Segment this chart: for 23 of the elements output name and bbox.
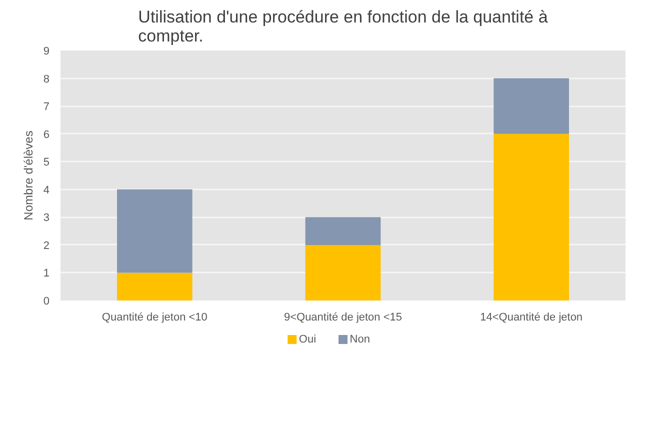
bar <box>305 244 381 300</box>
y-tick-label: 7 <box>43 101 50 114</box>
x-tick-label: 9<Quantité de jeton <15 <box>284 312 402 324</box>
y-tick-label: 8 <box>43 73 50 86</box>
legend-label: Oui <box>298 334 316 346</box>
y-tick-label: 1 <box>43 268 50 280</box>
y-axis-title: Nombre d'élèves <box>21 130 36 220</box>
y-tick-label: 6 <box>43 128 50 141</box>
chart-title: Utilisation d'une procédure en fonction de la quantité à compter. <box>138 8 548 46</box>
y-tick-label: 0 <box>43 296 50 308</box>
y-tick-label: 3 <box>43 212 50 224</box>
y-tick-label: 9 <box>43 46 50 58</box>
legend-label: Non <box>350 334 370 346</box>
bar <box>117 189 192 273</box>
y-tick-label: 5 <box>43 156 50 169</box>
bar <box>305 217 381 245</box>
bar <box>117 272 192 300</box>
bar <box>494 78 569 134</box>
y-tick-label: 4 <box>43 184 50 196</box>
bar <box>494 134 569 300</box>
x-tick-label: Quantité de jeton <10 <box>102 312 208 324</box>
x-tick-label: 14<Quantité de jeton <box>480 312 583 324</box>
y-tick-label: 2 <box>43 240 50 252</box>
